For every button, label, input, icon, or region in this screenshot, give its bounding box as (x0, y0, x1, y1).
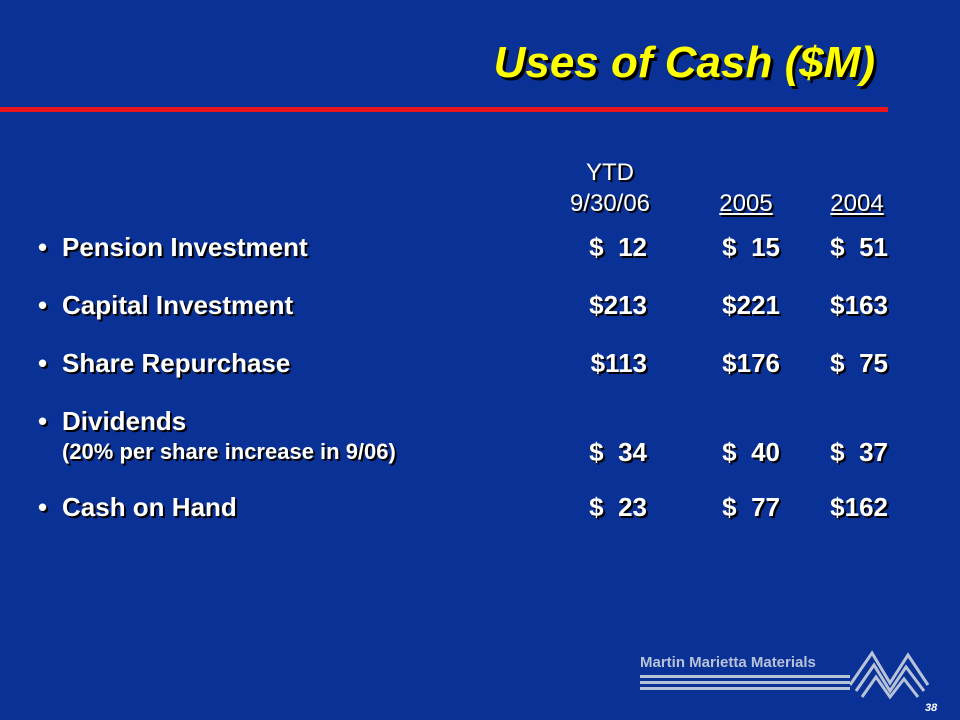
value-ytd: $ 23 (589, 492, 647, 522)
value-2004: $ 75 (830, 348, 888, 378)
row-sublabel: (20% per share increase in 9/06) (62, 439, 396, 464)
column-header-ytd: YTD (586, 159, 634, 186)
row-label: Pension Investment (62, 232, 308, 262)
title-divider (0, 107, 888, 112)
bullet-icon: • (38, 290, 48, 320)
value-ytd: $ 12 (589, 232, 647, 262)
table-row: • Pension Investment $ 12 $ 15 $ 51 (0, 232, 960, 262)
value-2005: $176 (722, 348, 780, 378)
bullet-icon: • (38, 348, 48, 378)
slide-title: Uses of Cash ($M) (493, 38, 875, 87)
row-label: Share Repurchase (62, 348, 291, 378)
row-label: Capital Investment (62, 290, 294, 320)
column-header-2004: 2004 (830, 190, 884, 217)
value-ytd: $213 (589, 290, 647, 320)
bullet-icon: • (38, 492, 48, 522)
bullet-icon: • (38, 406, 48, 436)
value-2005: $ 40 (722, 437, 780, 467)
table-row: • Share Repurchase $113 $176 $ 75 (0, 348, 960, 378)
table-row: • Dividends (0, 406, 960, 436)
value-2005: $ 77 (722, 492, 780, 522)
table-row: • Capital Investment $213 $221 $163 (0, 290, 960, 320)
value-2004: $ 51 (830, 232, 888, 262)
value-2004: $162 (830, 492, 888, 522)
column-header-ytd-date: 9/30/06 (569, 190, 651, 217)
value-2005: $ 15 (722, 232, 780, 262)
page-number: 38 (925, 702, 938, 714)
row-label: Cash on Hand (62, 492, 237, 522)
company-logo-text: Martin Marietta Materials (640, 654, 816, 671)
column-header-2005: 2005 (719, 190, 773, 217)
mountain-logo-icon (850, 650, 930, 700)
logo-stripes (640, 675, 850, 695)
table-row: • Cash on Hand $ 23 $ 77 $162 (0, 492, 960, 522)
value-2004: $163 (830, 290, 888, 320)
bullet-icon: • (38, 232, 48, 262)
value-2004: $ 37 (830, 437, 888, 467)
table-row-detail: (20% per share increase in 9/06) $ 34 $ … (0, 437, 960, 467)
value-2005: $221 (722, 290, 780, 320)
row-label: Dividends (62, 406, 187, 436)
value-ytd: $113 (590, 348, 647, 378)
value-ytd: $ 34 (589, 437, 647, 467)
